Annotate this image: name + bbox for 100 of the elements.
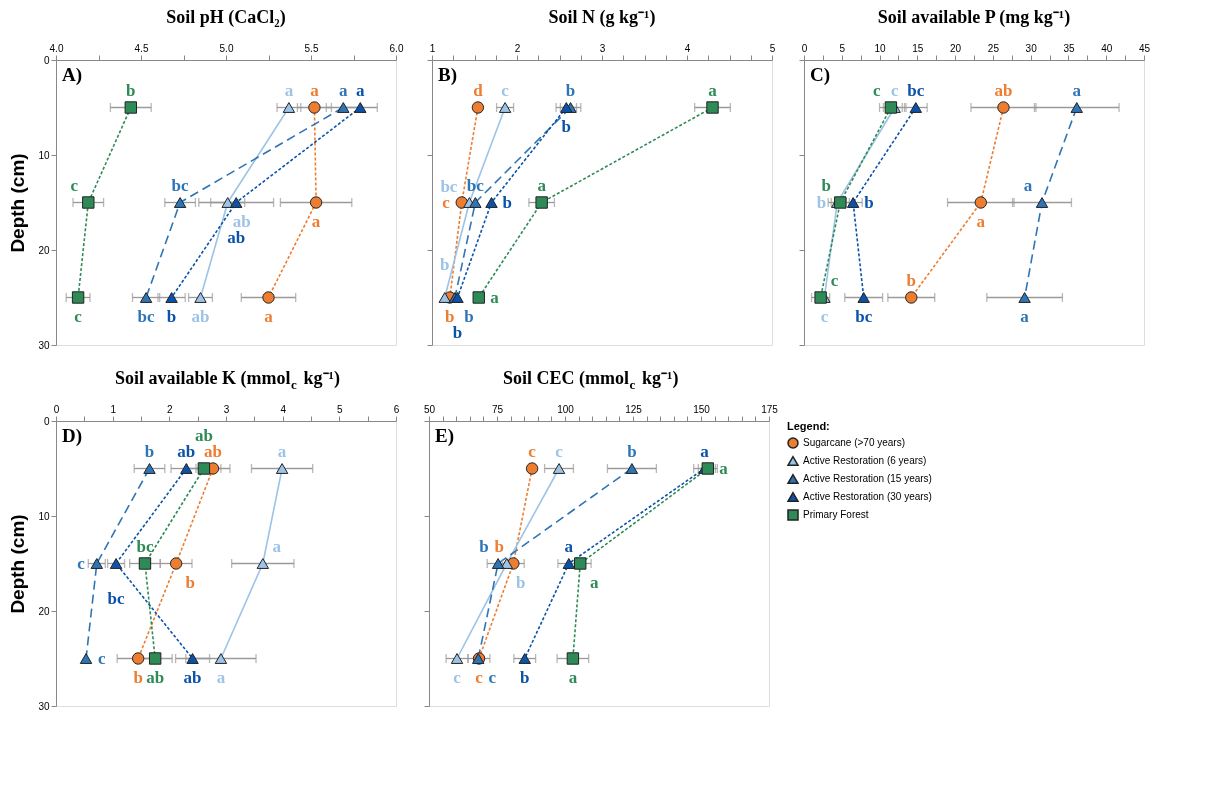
data-label: b <box>816 192 827 212</box>
x-tick-label: 35 <box>1063 42 1075 54</box>
data-label: b <box>479 536 489 556</box>
data-label: c <box>501 80 510 100</box>
x-tick-label: 2 <box>514 42 521 54</box>
x-tick-label: 100 <box>557 403 575 415</box>
data-label: a <box>310 80 320 100</box>
legend-label: Active Restoration (6 years) <box>803 455 927 466</box>
data-label: b <box>502 192 512 212</box>
data-label: b <box>452 322 463 342</box>
data-label: b <box>565 80 576 100</box>
data-label: a <box>311 211 321 231</box>
x-tick-label: 6 <box>393 403 400 415</box>
x-tick-label: 20 <box>950 42 962 54</box>
data-label: b <box>464 306 474 326</box>
x-tick-label: 0 <box>801 42 808 54</box>
data-label: b <box>166 306 177 326</box>
data-label: a <box>976 211 986 231</box>
data-label: c <box>488 667 497 687</box>
data-label: a <box>700 441 710 461</box>
x-tick-label: 5.0 <box>219 42 234 54</box>
data-label: bc <box>466 175 485 195</box>
x-tick-label: 5 <box>769 42 776 54</box>
x-tick-label: 5 <box>337 403 344 415</box>
data-label: c <box>77 553 86 573</box>
chart-title: Soil pH (CaCl₂) <box>166 7 286 28</box>
data-label: ab <box>183 667 202 687</box>
data-label: bc <box>136 536 154 556</box>
data-label: b <box>627 441 637 461</box>
legend-label: Primary Forest <box>803 509 869 520</box>
y-tick-label: 0 <box>43 54 50 66</box>
y-tick-label: 30 <box>38 700 50 712</box>
legend-label: Active Restoration (30 years) <box>803 491 932 502</box>
data-label: ab <box>994 80 1013 100</box>
x-tick-label: 150 <box>693 403 711 415</box>
x-tick-label: 40 <box>1101 42 1113 54</box>
y-axis-title: Depth (cm) <box>7 514 29 614</box>
x-tick-label: 1 <box>429 42 436 54</box>
x-tick-label: 4.0 <box>49 42 64 54</box>
data-label: c <box>453 667 462 687</box>
data-label: a <box>216 667 226 687</box>
x-tick-label: 0 <box>53 403 60 415</box>
x-tick-label: 125 <box>625 403 643 415</box>
data-label: b <box>520 667 530 687</box>
data-label: c <box>555 441 564 461</box>
data-label: bc <box>855 306 873 326</box>
x-tick-label: 6.0 <box>389 42 404 54</box>
legend-label: Sugarcane (>70 years) <box>803 437 906 448</box>
legend-label: Active Restoration (15 years) <box>803 473 932 484</box>
legend-title: Legend: <box>787 420 830 432</box>
annotation: C) <box>810 64 831 86</box>
data-label: b <box>494 536 505 556</box>
data-label: ab <box>177 441 196 461</box>
x-tick-label: 45 <box>1138 42 1151 54</box>
x-tick-label: 30 <box>1025 42 1038 54</box>
data-label: a <box>537 175 547 195</box>
chart-title: Soil available P (mg kg⁻¹) <box>877 7 1071 28</box>
data-label: c <box>873 80 882 100</box>
x-tick-label: 25 <box>987 42 1000 54</box>
x-tick-label: 75 <box>491 403 504 415</box>
data-label: a <box>568 667 578 687</box>
annotation: B) <box>438 64 457 86</box>
data-label: b <box>516 572 526 592</box>
x-tick-label: 4 <box>280 403 287 415</box>
x-tick-label: 3 <box>223 403 230 415</box>
data-label: b <box>144 441 155 461</box>
x-tick-label: 5 <box>839 42 846 54</box>
data-label: c <box>528 441 537 461</box>
data-label: d <box>473 80 484 100</box>
data-label: b <box>185 572 195 592</box>
data-label: b <box>133 667 143 687</box>
data-label: ab <box>146 667 165 687</box>
data-label: c <box>74 306 83 326</box>
data-label: c <box>820 306 829 326</box>
y-axis-title: Depth (cm) <box>7 153 29 253</box>
x-tick-label: 3 <box>599 42 606 54</box>
data-label: b <box>126 80 136 100</box>
data-label: ab <box>191 306 210 326</box>
y-tick-label: 10 <box>38 149 50 161</box>
data-label: a <box>1023 175 1033 195</box>
annotation: E) <box>435 425 454 447</box>
x-tick-label: 175 <box>761 403 779 415</box>
data-label: a <box>719 458 729 478</box>
annotation: D) <box>62 425 83 447</box>
data-label: a <box>277 441 287 461</box>
chart-title: Soil N (g kg⁻¹) <box>548 7 656 28</box>
data-label: a <box>284 80 294 100</box>
data-label: b <box>821 175 831 195</box>
x-tick-label: 10 <box>874 42 887 54</box>
annotation: A) <box>62 64 83 86</box>
x-tick-label: 50 <box>423 403 436 415</box>
data-label: bc <box>107 588 126 608</box>
data-label: b <box>440 254 450 274</box>
data-label: bc <box>171 175 190 195</box>
x-tick-label: 5.5 <box>304 42 319 54</box>
data-label: a <box>490 287 500 307</box>
x-tick-label: 4 <box>684 42 691 54</box>
data-label: bc <box>137 306 156 326</box>
data-label: b <box>864 192 874 212</box>
x-tick-label: 2 <box>167 403 174 415</box>
